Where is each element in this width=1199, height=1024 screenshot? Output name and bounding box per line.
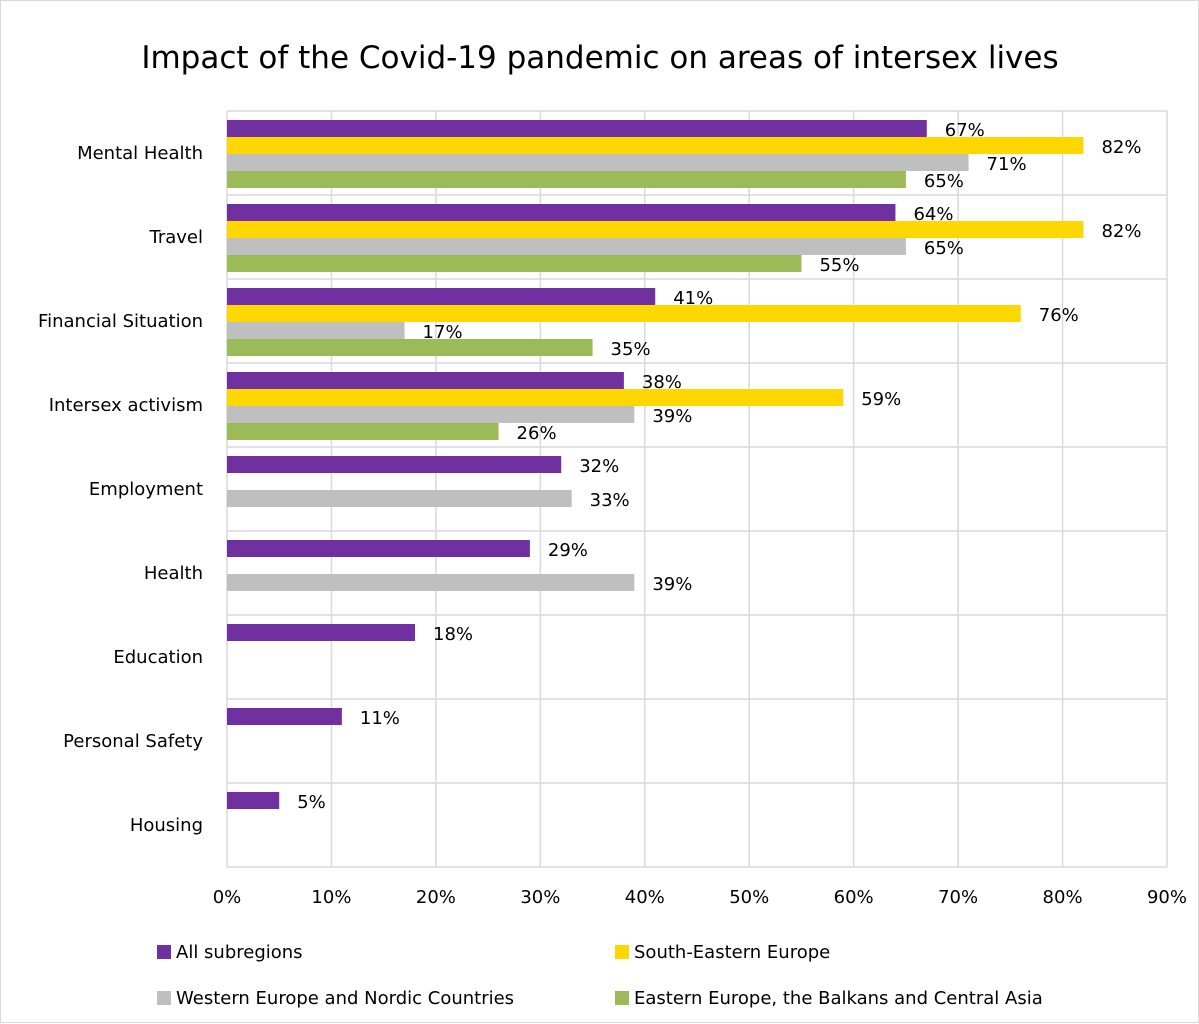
data-label-all-subregions-financial-situation: 41% [673,288,713,309]
data-label-all-subregions-housing: 5% [297,792,326,813]
data-label-western-europe-and-nordic-countries-mental-health: 71% [987,154,1027,175]
category-label-financial-situation: Financial Situation [38,311,203,332]
bar-south-eastern-europe-travel [227,221,1084,238]
legend: All subregions South-Eastern Europe Wester… [157,942,1043,1009]
data-label-western-europe-and-nordic-countries-employment: 33% [590,490,630,511]
legend-swatch-all-subregions [157,945,171,959]
data-label-south-eastern-europe-intersex-activism: 59% [861,389,901,410]
bar-western-europe-and-nordic-countries-travel [227,238,906,255]
bar-all-subregions-employment [227,456,562,473]
data-label-eastern-europe-the-balkans-and-central-asia-financial-situation: 35% [611,339,651,360]
x-tick-label-10: 10% [311,887,351,908]
legend-swatch-south-eastern-europe [615,945,629,959]
bar-western-europe-and-nordic-countries-employment [227,490,572,507]
data-label-all-subregions-mental-health: 67% [945,120,985,141]
legend-label-all-subregions: All subregions [176,942,303,963]
category-label-travel: Travel [148,227,203,248]
x-tick-label-30: 30% [520,887,560,908]
category-label-personal-safety: Personal Safety [63,731,203,752]
bar-all-subregions-financial-situation [227,288,656,305]
x-tick-label-50: 50% [729,887,769,908]
bar-all-subregions-health [227,540,530,557]
bar-all-subregions-education [227,624,415,641]
bar-south-eastern-europe-mental-health [227,137,1084,154]
category-label-housing: Housing [130,815,203,836]
x-tick-label-20: 20% [416,887,456,908]
data-label-south-eastern-europe-financial-situation: 76% [1039,305,1079,326]
bar-western-europe-and-nordic-countries-financial-situation [227,322,405,339]
value-axis-tick-labels: 0% 10% 20% 30% 40% 50% 60% 70% 80% 90% [213,887,1187,908]
data-label-all-subregions-personal-safety: 11% [360,708,400,729]
bar-all-subregions-housing [227,792,280,809]
data-label-eastern-europe-the-balkans-and-central-asia-mental-health: 65% [924,171,964,192]
data-label-all-subregions-health: 29% [548,540,588,561]
data-label-all-subregions-intersex-activism: 38% [642,372,682,393]
x-tick-label-40: 40% [625,887,665,908]
legend-label-western-europe-and-nordic-countries: Western Europe and Nordic Countries [176,988,514,1009]
data-label-western-europe-and-nordic-countries-health: 39% [652,574,692,595]
data-label-eastern-europe-the-balkans-and-central-asia-intersex-activism: 26% [517,423,557,444]
bar-western-europe-and-nordic-countries-intersex-activism [227,406,635,423]
category-label-employment: Employment [89,479,203,500]
data-label-all-subregions-employment: 32% [579,456,619,477]
bar-eastern-europe-the-balkans-and-central-asia-mental-health [227,171,906,188]
data-label-all-subregions-travel: 64% [913,204,953,225]
data-label-south-eastern-europe-travel: 82% [1101,221,1141,242]
data-label-western-europe-and-nordic-countries-financial-situation: 17% [423,322,463,343]
bar-eastern-europe-the-balkans-and-central-asia-intersex-activism [227,423,499,440]
x-tick-label-80: 80% [1043,887,1083,908]
bar-western-europe-and-nordic-countries-mental-health [227,154,969,171]
bar-all-subregions-intersex-activism [227,372,624,389]
legend-item-all-subregions: All subregions [157,942,303,963]
category-label-health: Health [144,563,203,584]
category-label-education: Education [113,647,203,668]
bar-all-subregions-travel [227,204,896,221]
x-tick-label-70: 70% [938,887,978,908]
bar-south-eastern-europe-intersex-activism [227,389,844,406]
bar-all-subregions-personal-safety [227,708,342,725]
bar-all-subregions-mental-health [227,120,927,137]
legend-label-south-eastern-europe: South-Eastern Europe [634,942,830,963]
data-label-south-eastern-europe-mental-health: 82% [1101,137,1141,158]
data-label-eastern-europe-the-balkans-and-central-asia-travel: 55% [819,255,859,276]
legend-item-western-europe-and-nordic-countries: Western Europe and Nordic Countries [157,988,514,1009]
bar-western-europe-and-nordic-countries-health [227,574,635,591]
legend-label-eastern-europe-the-balkans-and-central-asia: Eastern Europe, the Balkans and Central … [634,988,1043,1009]
category-label-intersex-activism: Intersex activism [49,395,203,416]
bar-eastern-europe-the-balkans-and-central-asia-travel [227,255,802,272]
legend-swatch-eastern-europe-the-balkans-and-central-asia [615,991,629,1005]
legend-swatch-western-europe-and-nordic-countries [157,991,171,1005]
bar-eastern-europe-the-balkans-and-central-asia-financial-situation [227,339,593,356]
bar-south-eastern-europe-financial-situation [227,305,1021,322]
x-tick-label-60: 60% [834,887,874,908]
data-label-western-europe-and-nordic-countries-intersex-activism: 39% [652,406,692,427]
chart-title: Impact of the Covid-19 pandemic on areas… [141,40,1058,76]
category-label-mental-health: Mental Health [77,143,203,164]
legend-item-south-eastern-europe: South-Eastern Europe [615,942,830,963]
bars-group [227,120,1084,809]
category-axis-labels: Mental Health Travel Financial Situation In… [38,143,203,836]
data-label-all-subregions-education: 18% [433,624,473,645]
legend-item-eastern-europe-the-balkans-and-central-asia: Eastern Europe, the Balkans and Central … [615,988,1043,1009]
x-tick-label-90: 90% [1147,887,1187,908]
data-labels-group: 67% 82% 71% 65% 64% 82% 65% 55% 41% 76% 17% 35% 38% 5… [297,120,1141,813]
x-tick-label-0: 0% [213,887,242,908]
data-label-western-europe-and-nordic-countries-travel: 65% [924,238,964,259]
